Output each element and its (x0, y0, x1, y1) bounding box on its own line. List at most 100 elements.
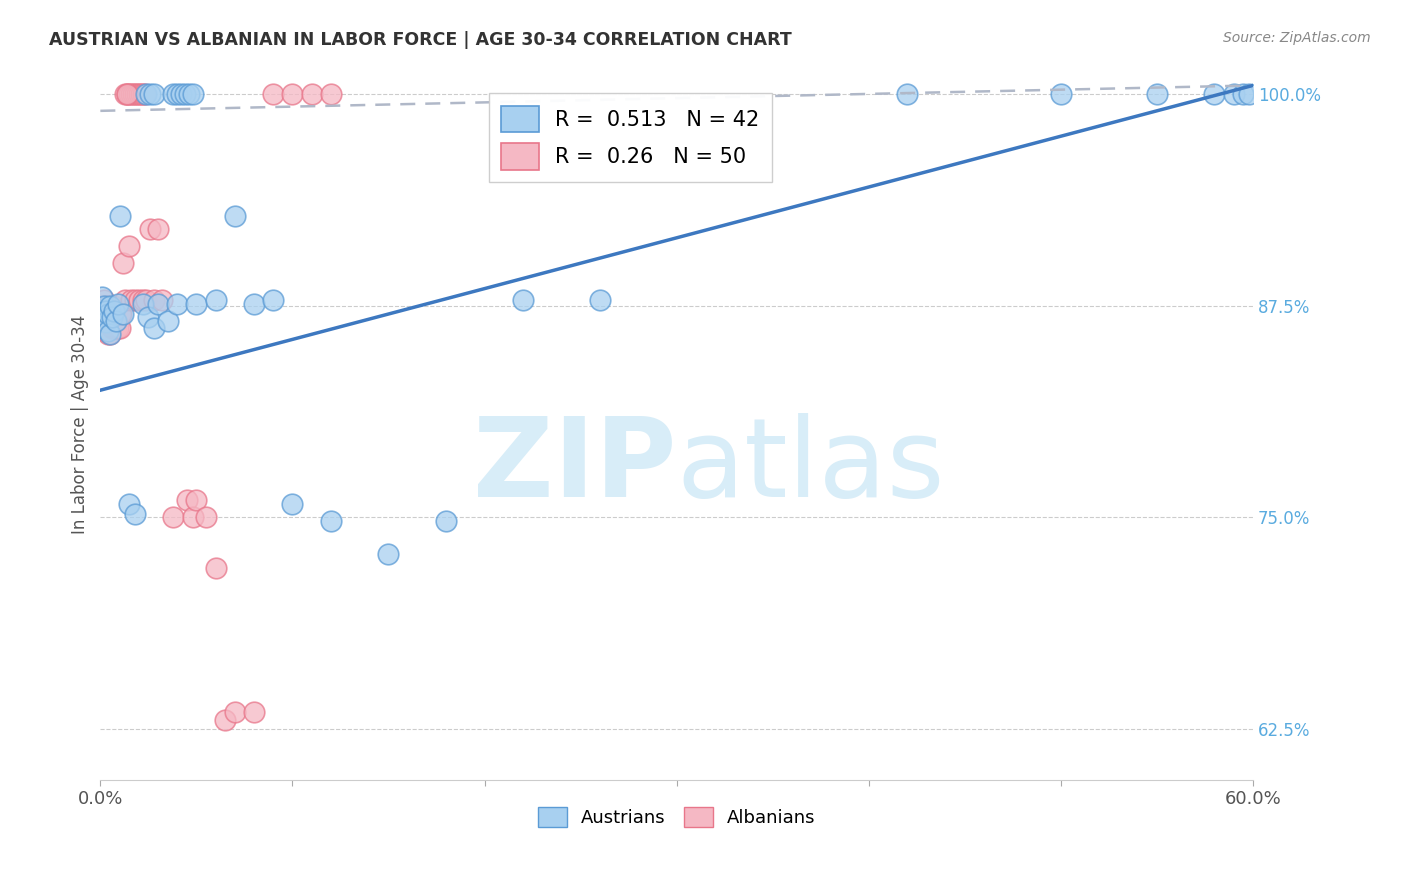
Point (262, 293, 284, 308)
Point (108, 209, 131, 223)
Point (135, 87, 157, 101)
Point (118, 87, 141, 101)
Point (98, 327, 121, 342)
Point (93, 293, 115, 308)
Point (94, 316, 117, 330)
Point (762, 797, 785, 812)
Point (104, 314, 127, 328)
Point (93, 310, 115, 325)
Point (134, 87, 156, 101)
Point (110, 307, 132, 321)
Point (131, 87, 153, 101)
Point (146, 297, 169, 311)
Point (896, 87, 918, 101)
Point (120, 87, 142, 101)
Point (166, 297, 188, 311)
Point (97, 324, 120, 338)
Text: Source: ZipAtlas.com: Source: ZipAtlas.com (1223, 31, 1371, 45)
Point (143, 87, 166, 101)
Point (91, 290, 114, 304)
Point (186, 297, 208, 311)
Point (138, 310, 160, 325)
Point (112, 256, 135, 270)
Point (124, 87, 146, 101)
Point (143, 293, 166, 308)
Point (103, 299, 125, 313)
Point (115, 87, 138, 101)
Text: ZIP: ZIP (474, 413, 676, 520)
Point (114, 293, 136, 308)
Point (224, 209, 246, 223)
Y-axis label: In Labor Force | Age 30-34: In Labor Force | Age 30-34 (72, 315, 89, 533)
Point (1146, 87, 1168, 101)
Point (97, 327, 120, 342)
Point (143, 320, 166, 334)
Legend: Austrians, Albanians: Austrians, Albanians (530, 799, 823, 835)
Point (125, 87, 148, 101)
Point (319, 87, 342, 101)
Point (101, 310, 124, 325)
Point (243, 705, 266, 719)
Point (128, 293, 150, 308)
Point (281, 497, 304, 511)
Point (195, 510, 218, 524)
Point (204, 293, 226, 308)
Point (118, 239, 141, 253)
Point (156, 314, 179, 328)
Point (243, 297, 266, 311)
Point (214, 714, 236, 728)
Point (124, 293, 146, 308)
Point (114, 87, 136, 101)
Point (94, 303, 117, 318)
Point (1049, 87, 1071, 101)
Point (115, 87, 138, 101)
Point (1204, 87, 1226, 101)
Point (139, 222, 162, 236)
Point (93, 307, 115, 321)
Point (162, 510, 184, 524)
Point (162, 87, 184, 101)
Point (101, 320, 124, 334)
Point (112, 307, 135, 321)
Point (173, 87, 195, 101)
Point (139, 87, 162, 101)
Point (107, 297, 129, 311)
Point (98, 303, 121, 318)
Point (170, 87, 193, 101)
Point (94, 310, 117, 325)
Point (186, 493, 208, 508)
Point (104, 307, 127, 321)
Point (176, 493, 198, 508)
Point (131, 297, 153, 311)
Point (135, 293, 157, 308)
Point (97, 307, 120, 321)
Point (108, 307, 131, 321)
Point (104, 320, 127, 334)
Point (94, 324, 117, 338)
Point (512, 293, 534, 308)
Text: AUSTRIAN VS ALBANIAN IN LABOR FORCE | AGE 30-34 CORRELATION CHART: AUSTRIAN VS ALBANIAN IN LABOR FORCE | AG… (49, 31, 792, 49)
Point (118, 497, 141, 511)
Point (107, 320, 129, 334)
Point (93, 320, 115, 334)
Point (122, 87, 145, 101)
Point (103, 320, 125, 334)
Point (281, 87, 304, 101)
Point (91, 299, 114, 313)
Point (97, 299, 120, 313)
Point (108, 320, 131, 334)
Point (131, 293, 153, 308)
Point (1237, 87, 1260, 101)
Point (434, 514, 457, 528)
Point (150, 293, 173, 308)
Point (129, 87, 152, 101)
Point (107, 307, 129, 321)
Point (128, 87, 150, 101)
Point (146, 222, 169, 236)
Point (177, 87, 200, 101)
Point (181, 87, 204, 101)
Point (98, 327, 121, 342)
Point (98, 316, 121, 330)
Point (124, 507, 146, 521)
Point (1232, 87, 1254, 101)
